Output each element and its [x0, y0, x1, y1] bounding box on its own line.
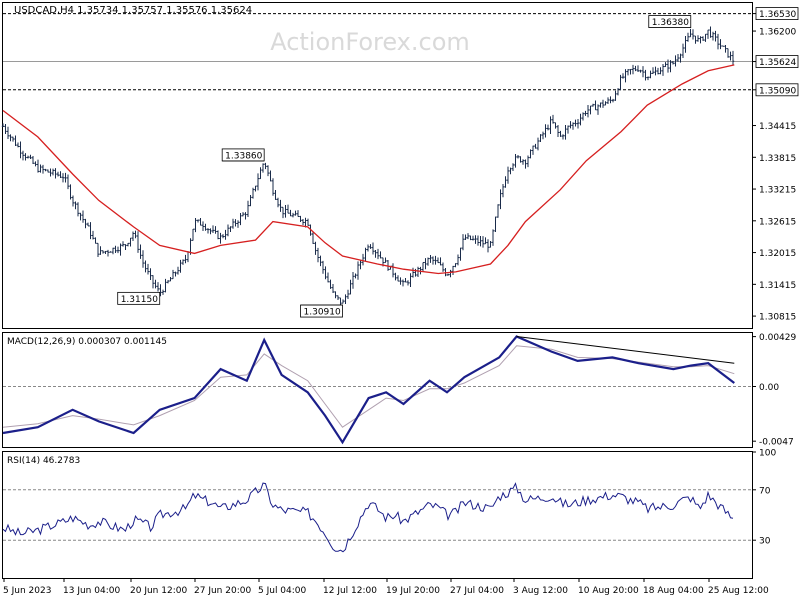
rsi-tick-label: 30: [759, 537, 771, 547]
x-tick-label: 3 Aug 12:00: [513, 586, 568, 596]
x-tick-label: 12 Jul 12:00: [323, 586, 377, 596]
annotation-label: 1.33860: [225, 151, 262, 161]
price-panel: [2, 2, 753, 329]
annotation-box: [300, 304, 343, 318]
macd-tick-label: 0.00429: [759, 333, 796, 343]
current-price-box: [755, 55, 799, 68]
level-price-box: [755, 7, 799, 20]
x-tick-label: 27 Jun 20:00: [194, 586, 251, 596]
sma-line: [2, 64, 735, 275]
x-tick-label: 27 Jul 04:00: [450, 586, 504, 596]
annotation-box: [221, 148, 265, 162]
macd-trendline: [516, 335, 735, 364]
x-tick-label: 5 Jun 2023: [3, 586, 51, 596]
price-tick-label: 1.32615: [759, 217, 796, 227]
x-tick-label: 25 Aug 12:00: [708, 586, 769, 596]
macd-line: [2, 335, 735, 445]
price-tick-label: 1.33815: [759, 154, 796, 164]
price-layer: 1.36530 1.36200 1.35624 1.35090 1.34415 1.338…: [1, 7, 799, 323]
x-tick-label: 20 Jun 12:00: [130, 586, 187, 596]
annotation-box: [648, 15, 692, 28]
rsi-layer: 100 70 30: [2, 449, 776, 553]
rsi-tick-label: 100: [759, 449, 776, 459]
x-tick-label: 13 Jun 04:00: [63, 586, 120, 596]
x-tick-label: 5 Jul 04:00: [258, 586, 307, 596]
x-axis: 5 Jun 2023 13 Jun 04:00 20 Jun 12:00 27 Jun…: [3, 578, 769, 596]
x-tick-label: 19 Jul 20:00: [386, 586, 440, 596]
rsi-panel: [2, 451, 753, 579]
rsi-label: RSI(14) 46.2783: [7, 456, 80, 466]
price-tick-label: 1.30815: [759, 313, 796, 323]
price-tick-label: 1.31415: [759, 281, 796, 291]
level-price-box: [755, 83, 799, 97]
macd-tick-label: 0.00: [759, 383, 779, 393]
macd-tick-label: -0.0047: [759, 438, 794, 448]
x-tick-label: 10 Aug 20:00: [578, 586, 639, 596]
annotation-label: 1.36380: [652, 18, 689, 28]
price-tick-label: 1.36530: [759, 10, 796, 20]
watermark: ActionForex.com: [270, 28, 470, 56]
price-tick-label: 1.36200: [759, 28, 796, 38]
rsi-line: [2, 482, 734, 553]
annotation-label: 1.31150: [121, 295, 158, 305]
price-tick-label: 1.35624: [759, 58, 796, 68]
price-tick-label: 1.34415: [759, 122, 796, 132]
macd-layer: 0.00429 0.00 -0.0047: [2, 333, 796, 448]
annotation-label: 1.30910: [304, 308, 341, 318]
macd-panel: [2, 332, 753, 448]
price-tick-label: 1.32015: [759, 249, 796, 259]
price-tick-label: 1.35090: [759, 86, 796, 96]
rsi-tick-label: 70: [759, 486, 771, 496]
price-title: USDCAD,H4 1.35734 1.35757 1.35576 1.3562…: [14, 5, 252, 16]
annotation-box: [117, 291, 161, 305]
x-tick-label: 18 Aug 04:00: [643, 586, 704, 596]
macd-label: MACD(12,26,9) 0.000307 0.001145: [7, 337, 167, 347]
price-tick-label: 1.33215: [759, 186, 796, 196]
